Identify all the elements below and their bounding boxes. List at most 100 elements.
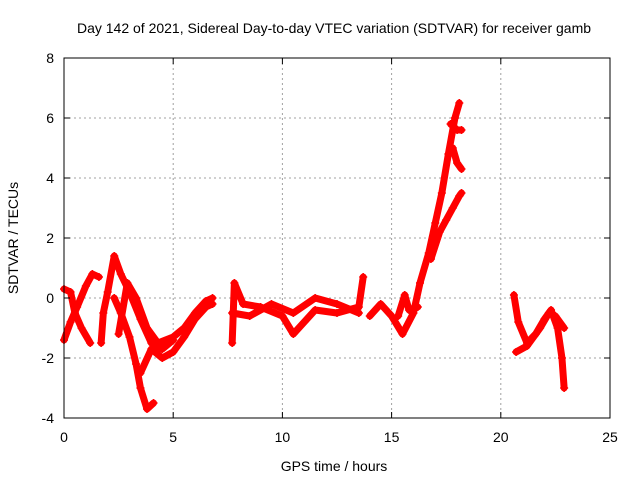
data-point [560,384,569,392]
series-track-12 [426,189,466,263]
x-tick-label: 0 [60,429,68,445]
data-point [398,330,407,338]
data-point [557,354,566,362]
data-point [442,216,451,224]
data-point [365,312,374,320]
data-point [333,309,341,317]
y-tick-label: -4 [42,410,55,426]
series-trace [394,291,422,320]
series-track-8 [228,294,363,320]
data-point [394,312,403,320]
data-point [448,144,457,152]
data-point [426,255,435,263]
data-point [415,279,424,287]
x-tick-label: 25 [602,429,618,445]
series-trace [447,120,465,134]
data-point [158,345,167,353]
series-track-13 [394,291,422,320]
data-point [230,279,239,287]
data-point [376,300,385,308]
data-point [147,345,156,353]
data-point [455,99,464,107]
data-point [413,303,422,311]
data-point [300,318,309,326]
data-point [228,309,237,317]
y-tick-label: 0 [46,290,54,306]
series-track-11 [448,144,466,173]
x-tick-label: 15 [384,429,400,445]
data-point [81,282,90,290]
data-point [158,354,167,362]
series-track-14 [509,291,569,392]
data-point [114,330,123,338]
data-point [509,291,518,299]
data-point [278,312,287,320]
y-tick-label: 2 [46,230,54,246]
data-point [560,324,569,332]
data-point [132,294,141,302]
series-trace [136,300,217,377]
data-point [448,204,457,212]
data-point [514,318,523,326]
data-point [116,270,125,278]
data-point [136,369,145,377]
data-point [103,288,112,296]
data-point [123,279,132,287]
data-point [66,318,75,326]
data-point [136,384,145,392]
data-point [333,300,341,308]
chart-title: Day 142 of 2021, Sidereal Day-to-day VTE… [77,20,591,36]
data-point [132,360,141,368]
data-point [267,300,276,308]
data-point [450,114,459,122]
series-trace [115,279,217,347]
data-point [435,228,444,236]
data-point [149,399,158,407]
data-point [142,324,151,332]
data-point [405,306,414,314]
data-point [311,294,320,302]
data-point [88,270,97,278]
data-point [191,315,200,323]
data-point [228,339,237,347]
y-axis-label: SDTVAR / TECUs [5,182,21,294]
data-point [311,306,320,314]
data-point [125,333,134,341]
x-tick-label: 5 [169,429,177,445]
y-tick-label: 8 [46,50,54,66]
data-point [457,189,466,197]
data-point [457,126,466,134]
data-point [142,405,151,413]
series-track-7 [228,273,368,347]
x-tick-label: 20 [493,429,509,445]
data-point [110,252,119,260]
data-point [523,342,532,350]
data-point [86,339,95,347]
data-point [239,300,248,308]
data-point [289,330,298,338]
series-trace [512,309,568,356]
data-point [201,303,210,311]
data-point [180,333,189,341]
series-track-15 [512,309,569,356]
y-tick-label: -2 [42,350,55,366]
data-point [110,294,119,302]
data-point [359,273,368,281]
data-point [99,309,108,317]
x-tick-label: 10 [275,429,291,445]
data-point [551,312,560,320]
data-point [457,165,466,173]
data-series [60,99,569,413]
data-point [354,309,363,317]
data-point [453,159,462,167]
series-track-10 [446,120,466,134]
data-point [169,348,178,356]
data-point [70,309,79,317]
data-point [153,339,162,347]
data-point [512,348,521,356]
grid [64,58,610,418]
series-trace [510,291,568,392]
data-point [77,324,86,332]
data-point [544,309,553,317]
